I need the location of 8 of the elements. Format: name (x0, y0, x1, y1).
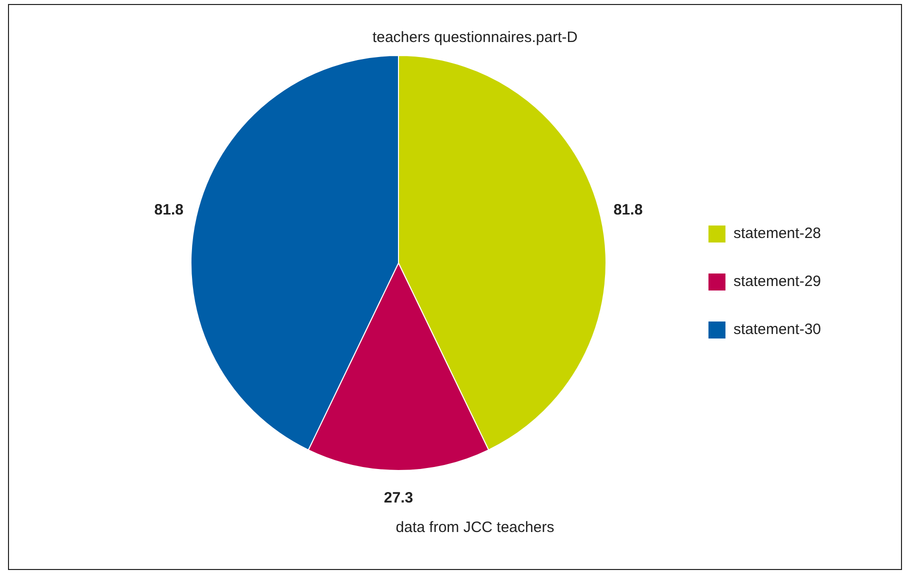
legend-label: statement-29 (733, 273, 821, 290)
data-label: 81.8 (154, 202, 184, 219)
text: data from JCC teachers (396, 519, 554, 536)
legend-label: statement-28 (733, 225, 821, 242)
data-label: 27.3 (384, 490, 414, 507)
legend-label: statement-30 (733, 321, 821, 338)
chart-title: teachers questionnaires.part-D (372, 29, 578, 46)
data-label: 81.8 (613, 202, 643, 219)
